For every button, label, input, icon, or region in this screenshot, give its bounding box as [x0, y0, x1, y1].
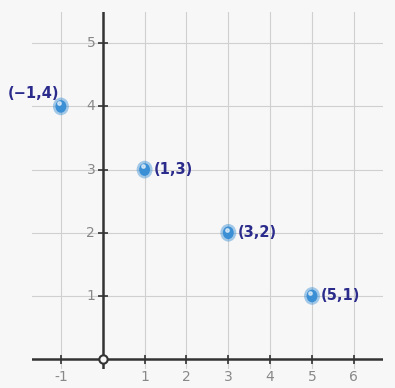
Text: 2: 2 [182, 371, 191, 385]
Ellipse shape [53, 97, 69, 115]
Ellipse shape [223, 227, 234, 239]
Text: -1: -1 [54, 371, 68, 385]
Text: 4: 4 [87, 99, 95, 113]
Text: (1,3): (1,3) [154, 162, 193, 177]
Ellipse shape [304, 287, 320, 305]
Ellipse shape [307, 289, 318, 302]
Text: 4: 4 [266, 371, 275, 385]
Text: 5: 5 [87, 36, 95, 50]
Text: 3: 3 [224, 371, 233, 385]
Text: 1: 1 [87, 289, 95, 303]
Ellipse shape [137, 161, 152, 178]
Ellipse shape [220, 224, 236, 242]
Text: 1: 1 [140, 371, 149, 385]
Text: 2: 2 [87, 226, 95, 240]
Ellipse shape [139, 163, 150, 176]
Ellipse shape [55, 100, 66, 113]
Text: 3: 3 [87, 163, 95, 177]
Text: (5,1): (5,1) [321, 288, 361, 303]
Text: (3,2): (3,2) [237, 225, 276, 240]
Text: 5: 5 [308, 371, 316, 385]
Text: (−1,4): (−1,4) [7, 87, 59, 101]
Text: 6: 6 [350, 371, 358, 385]
